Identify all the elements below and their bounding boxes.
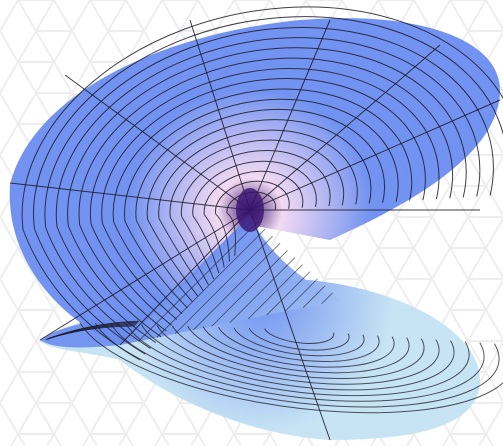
center-core	[236, 188, 264, 232]
mesh-ring-lower	[187, 325, 410, 374]
mesh-ring-upper	[158, 129, 358, 219]
mesh-ring-upper	[67, 47, 467, 226]
mesh-ring-tip	[49, 325, 136, 339]
mesh-ring-left	[67, 225, 162, 338]
mesh-ring-upper	[89, 68, 440, 225]
mesh-blade-line	[302, 285, 326, 308]
mesh-ring-upper	[192, 160, 317, 216]
mesh-radial-line	[64, 74, 251, 211]
mesh-lines	[9, 6, 503, 441]
mesh-ring-left	[33, 228, 146, 355]
mesh-radial-line	[189, 19, 251, 211]
mesh-ring-lower	[202, 326, 395, 368]
mesh-ring-lower	[218, 326, 380, 362]
mesh-ring-left	[203, 214, 225, 268]
mesh-ring-left	[79, 224, 167, 332]
mesh-radial-line	[119, 209, 251, 346]
mesh-ring-lower	[171, 325, 425, 380]
mesh-blade-line	[321, 292, 333, 305]
mesh-radial-line	[249, 209, 331, 441]
mesh-ring-lower	[79, 322, 503, 414]
mesh-ring-lower	[233, 327, 365, 357]
mesh-blade-line	[266, 271, 311, 316]
mesh-ring-upper	[146, 119, 372, 220]
mesh-radial-line	[249, 99, 501, 211]
mesh-blade-line	[284, 278, 318, 312]
mesh-radial-line	[9, 182, 251, 211]
mesh-ring-upper	[135, 108, 385, 221]
mesh-ring-left	[158, 218, 204, 291]
mesh-blade-line	[192, 242, 281, 331]
mesh-ring-upper	[44, 26, 494, 228]
mesh-ring-upper	[112, 88, 413, 223]
mesh-ring-left	[56, 226, 157, 344]
mesh-ring-left	[90, 223, 172, 326]
mesh-blade-line	[229, 257, 296, 323]
mesh-ring-upper	[180, 150, 331, 217]
mesh-ring-upper	[55, 37, 481, 227]
mesh-ring-left	[113, 221, 183, 315]
mesh-blade-line	[247, 264, 303, 320]
mesh-ring-lower	[248, 327, 350, 351]
mesh-ring-upper	[78, 57, 454, 225]
mesh-ring-left	[45, 227, 151, 349]
mesh-blade-line	[137, 221, 258, 342]
mesh-ring-left	[215, 213, 230, 262]
mesh-ring-lower	[94, 322, 500, 408]
mesh-ring-upper	[33, 16, 503, 229]
mesh-blade-line	[174, 235, 273, 335]
mesh-ring-upper	[101, 78, 426, 224]
mesh-ring-upper	[203, 170, 304, 215]
mesh-ring-left	[181, 216, 215, 280]
mesh-ring-upper	[21, 6, 503, 230]
mesh-radial-line	[39, 209, 251, 341]
front-blade-surface	[120, 215, 340, 345]
mesh-ring-left	[101, 222, 178, 320]
mesh-ring-lower	[125, 323, 470, 397]
mesh-ring-lower	[141, 324, 455, 391]
mesh-ring-upper	[215, 180, 290, 214]
mesh-ring-upper	[169, 139, 345, 218]
mesh-ring-lower	[156, 324, 440, 385]
mesh-blade-line	[211, 250, 288, 327]
mesh-ring-left	[226, 212, 236, 256]
mesh-ring-left	[192, 215, 220, 274]
mesh-blade-line	[156, 228, 266, 338]
mesh-radial-line	[249, 44, 441, 211]
mesh-ring-lower	[110, 323, 485, 402]
mesh-radial-line	[249, 19, 331, 211]
mesh-ring-upper	[124, 98, 399, 222]
mesh-ring-left	[124, 220, 188, 309]
mesh-ring-lower	[264, 328, 335, 344]
